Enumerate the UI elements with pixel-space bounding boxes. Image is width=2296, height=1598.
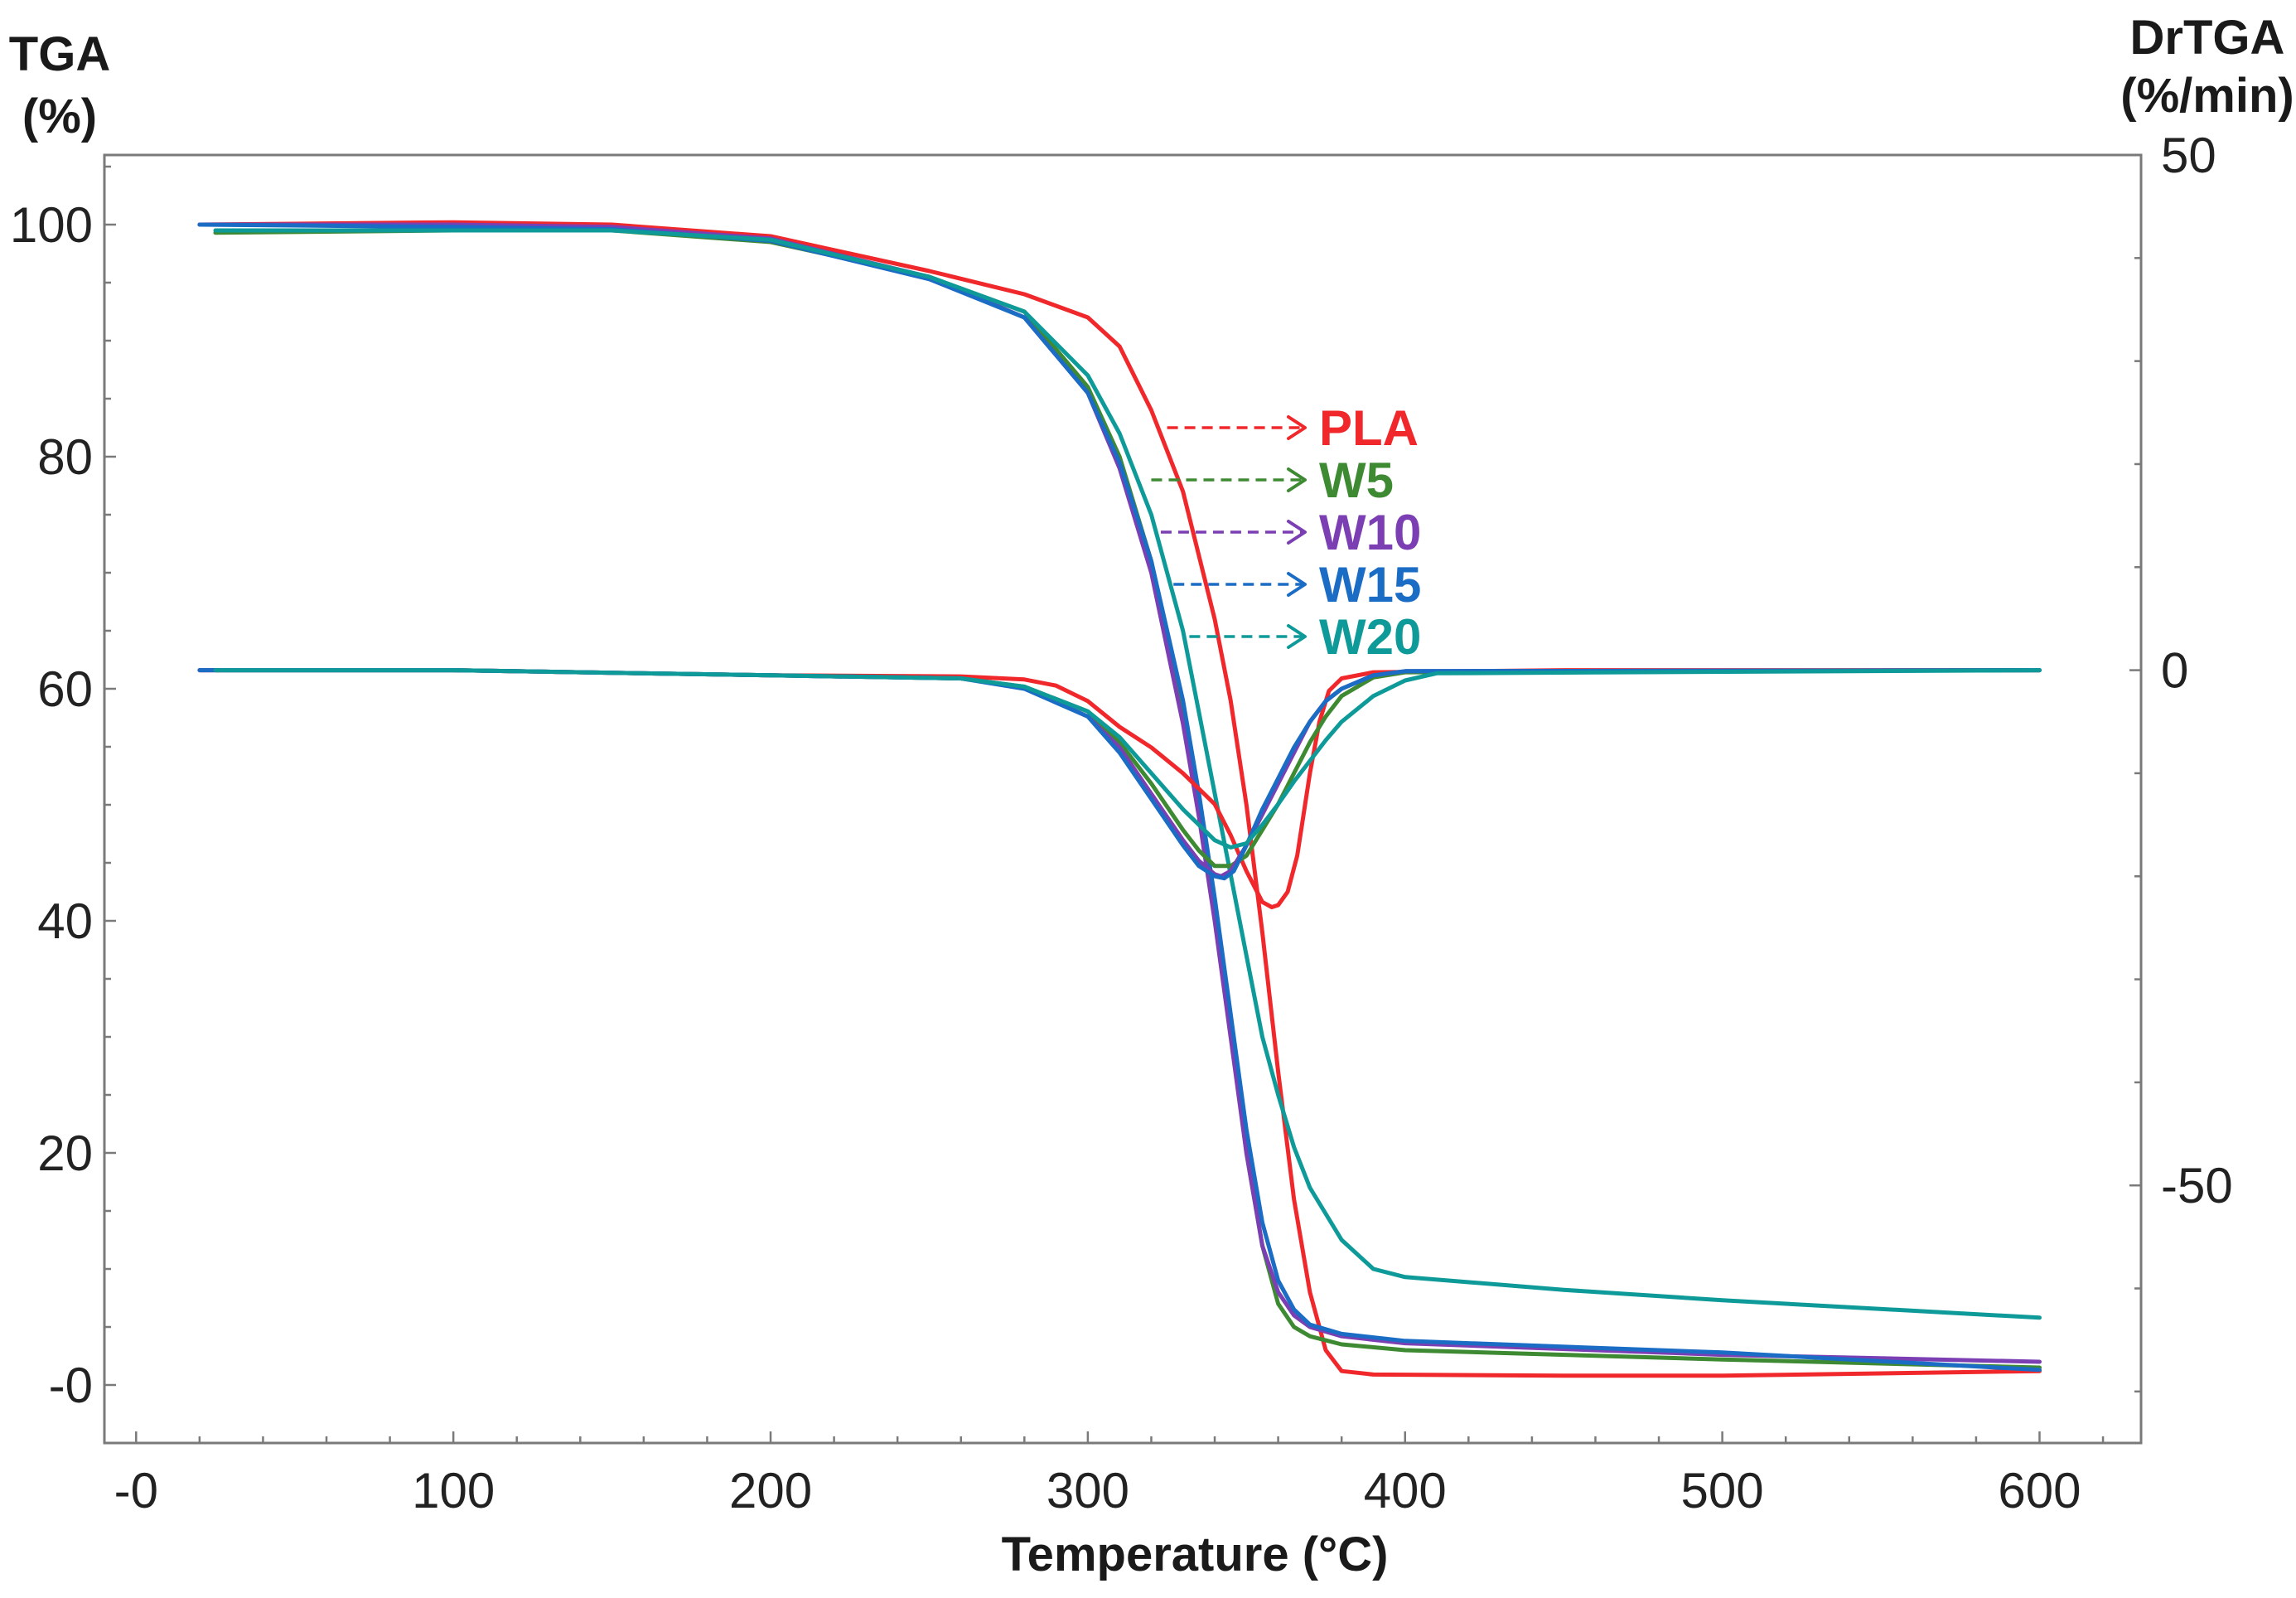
y-left-tick-label: -0: [49, 1358, 93, 1413]
y-left-tick-label: 40: [37, 893, 93, 949]
w20-drtga-line: [213, 668, 2042, 850]
axis-tick-labels: -0 100 200 300 400 500 600 -0 20 40 60 80 100 -50 0 50: [10, 128, 2233, 1518]
right-axis-title-line2: (%/min): [2120, 69, 2294, 123]
x-tick-label: 600: [1998, 1463, 2081, 1518]
w20-legend-label: W20: [1319, 609, 1421, 665]
right-axis-title-line1: DrTGA: [2130, 11, 2285, 65]
w5-legend-arrowhead: [1287, 467, 1307, 492]
x-tick-label: 100: [412, 1463, 495, 1518]
y-right-tick-label: 50: [2161, 128, 2216, 183]
pla-legend-arrowhead: [1287, 415, 1307, 440]
y-left-tick-label: 60: [37, 661, 93, 717]
y-right-tick-label: 0: [2161, 643, 2188, 699]
pla-legend-label: PLA: [1319, 400, 1419, 456]
y-right-tick-label: -50: [2161, 1158, 2233, 1213]
x-axis-title: Temperature (°C): [1002, 1528, 1389, 1581]
x-tick-label: 400: [1364, 1463, 1447, 1518]
left-axis-title-line2: (%): [22, 90, 97, 143]
left-axis-title-line1: TGA: [9, 27, 110, 81]
axis-ticks: [104, 153, 2141, 1445]
x-tick-label: 500: [1681, 1463, 1764, 1518]
w10-legend-arrowhead: [1287, 520, 1307, 545]
w10-legend-label: W10: [1319, 505, 1421, 560]
x-tick-label: 200: [729, 1463, 812, 1518]
y-left-tick-label: 80: [37, 429, 93, 485]
pla-drtga-line: [197, 668, 2042, 909]
w20-tga-line: [213, 228, 2042, 1320]
series-layer: [197, 220, 2042, 1378]
y-left-tick-label: 100: [10, 197, 93, 253]
x-tick-label: 300: [1046, 1463, 1129, 1518]
w20-legend-arrowhead: [1287, 624, 1307, 649]
w15-legend-label: W15: [1319, 557, 1421, 613]
w5-legend-label: W5: [1319, 453, 1394, 508]
plot-area: [103, 153, 2143, 1445]
pla-tga-line: [197, 220, 2042, 1378]
w15-legend-arrowhead: [1287, 572, 1307, 597]
y-left-tick-label: 20: [37, 1126, 93, 1181]
x-tick-label: -0: [114, 1463, 158, 1518]
